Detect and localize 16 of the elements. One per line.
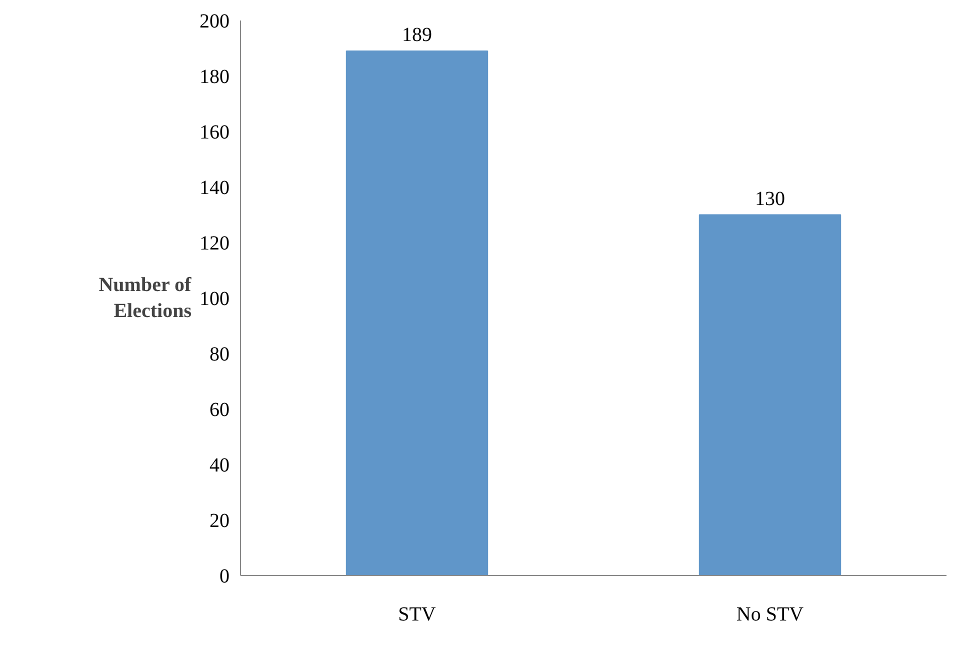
y-tick-label: 120	[200, 232, 230, 254]
data-label: 130	[755, 188, 785, 210]
y-tick-label: 40	[210, 454, 230, 476]
y-axis-title: Number of Elections	[98, 274, 192, 322]
data-label: 189	[402, 24, 432, 46]
x-tick-label: No STV	[736, 604, 804, 626]
y-tick-label: 160	[200, 122, 230, 144]
y-tick-label: 80	[210, 344, 230, 366]
y-tick-label: 0	[220, 566, 230, 588]
y-tick-label: 20	[210, 510, 230, 532]
y-tick-label: 180	[200, 66, 230, 88]
y-tick-label: 200	[200, 10, 230, 32]
y-tick-label: 140	[200, 177, 230, 199]
x-tick-label: STV	[398, 604, 436, 626]
y-tick-label: 100	[200, 288, 230, 310]
y-tick-label: 60	[210, 399, 230, 421]
